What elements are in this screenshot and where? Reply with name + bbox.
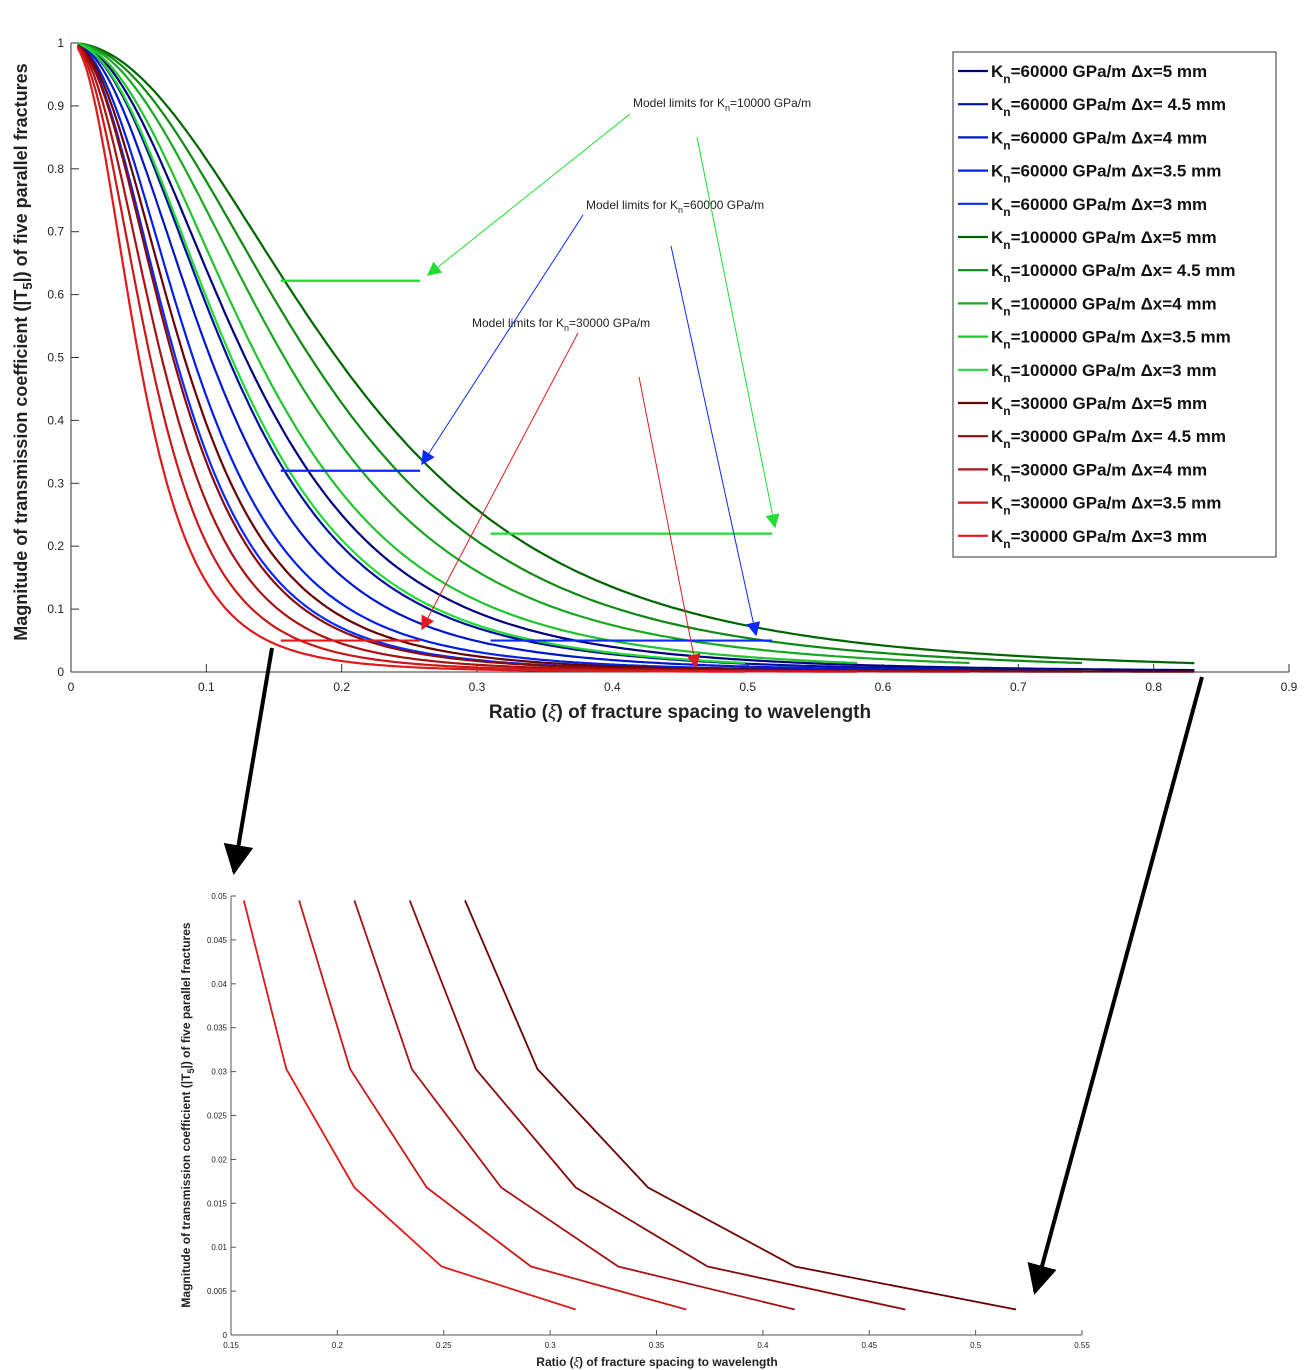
annotation-arrow-green-1: [426, 113, 631, 276]
legend-entry-label: Kn=100000 GPa/m Δx=3.5 mm: [991, 328, 1231, 352]
inset-y-tick-label: 0.005: [207, 1287, 228, 1296]
main-y-tick-label: 0.1: [47, 602, 64, 616]
main-y-tick-label: 0: [57, 665, 64, 679]
inset-x-tick-label: 0.45: [861, 1341, 877, 1350]
inset-y-tick-label: 0.05: [211, 892, 227, 901]
legend-entry-label: Kn=60000 GPa/m Δx=5 mm: [991, 62, 1207, 86]
main-y-tick-label: 1: [57, 36, 64, 50]
inset-y-tick-label: 0.04: [211, 980, 227, 989]
inset-x-tick-label: 0.15: [223, 1341, 239, 1350]
main-x-tick-label: 0.9: [1281, 680, 1298, 694]
main-chart-series: [76, 42, 1195, 673]
inset-x-tick-label: 0.55: [1074, 1341, 1090, 1350]
inset-y-tick-label: 0.015: [207, 1199, 228, 1208]
inset-x-tick-label: 0.3: [545, 1341, 557, 1350]
legend-entry-label: Kn=60000 GPa/m Δx= 4.5 mm: [991, 95, 1226, 119]
main-y-tick-label: 0.6: [47, 288, 64, 302]
annotation-red: Model limits for Kn=30000 GPa/m: [472, 316, 650, 333]
main-x-tick-label: 0.6: [875, 680, 892, 694]
inset-x-tick-label: 0.4: [757, 1341, 769, 1350]
legend-box: [952, 51, 1277, 558]
main-y-tick-label: 0.5: [47, 351, 64, 365]
inset-x-tick-label: 0.2: [332, 1341, 344, 1350]
main-x-tick-label: 0.1: [198, 680, 215, 694]
main-x-tick-label: 0.4: [604, 680, 621, 694]
series-line-14: [76, 47, 745, 673]
series-line-2: [77, 43, 970, 672]
series-line-6: [77, 42, 1082, 665]
inset-x-tick-label: 0.25: [436, 1341, 452, 1350]
inset-series-line-2: [353, 900, 796, 1311]
annotation-blue: Model limits for Kn=60000 GPa/m: [586, 198, 764, 215]
zoom-arrow-left: [223, 647, 274, 875]
series-line-0: [77, 42, 1195, 672]
inset-y-tick-label: 0.02: [211, 1155, 227, 1164]
legend-entry-label: Kn=30000 GPa/m Δx=3.5 mm: [991, 494, 1221, 518]
legend-entry-label: Kn=60000 GPa/m Δx=4 mm: [991, 128, 1207, 152]
series-line-5: [77, 42, 1195, 665]
main-y-axis-label: Magnitude of transmission coefficient (|…: [11, 63, 35, 640]
annotation-group: Model limits for Kn=10000 GPa/m Model li…: [421, 96, 811, 669]
main-chart-axes: 0 0.1 0.2 0.3 0.4 0.5 0.6 0.7 0.8 0.9 0 0.1 0.2 0.3 0.…: [47, 36, 1297, 694]
annotation-green: Model limits for Kn=10000 GPa/m: [633, 96, 811, 113]
inset-y-axis-label: Magnitude of transmission coefficient (|…: [179, 922, 196, 1307]
inset-chart-series: [242, 900, 1017, 1311]
inset-x-tick-label: 0.5: [970, 1341, 982, 1350]
legend-entry-label: Kn=100000 GPa/m Δx=3 mm: [991, 361, 1217, 385]
legend-entry-label: Kn=60000 GPa/m Δx=3 mm: [991, 195, 1207, 219]
inset-y-tick-label: 0.01: [211, 1243, 227, 1252]
series-line-1: [77, 42, 1082, 672]
main-y-tick-label: 0.2: [47, 539, 64, 553]
zoom-arrow-right: [1027, 676, 1204, 1295]
main-legend: Kn=60000 GPa/m Δx=5 mm Kn=60000 GPa/m Δx=…: [952, 51, 1277, 558]
legend-entry-label: Kn=60000 GPa/m Δx=3.5 mm: [991, 162, 1221, 186]
main-y-tick-label: 0.3: [47, 476, 64, 490]
legend-entry-label: Kn=100000 GPa/m Δx=4 mm: [991, 294, 1217, 318]
inset-series-line-4: [464, 900, 1017, 1311]
inset-y-tick-label: 0.03: [211, 1068, 227, 1077]
inset-series-line-1: [298, 900, 687, 1311]
model-limit-lines: [280, 279, 773, 642]
legend-entry-label: Kn=100000 GPa/m Δx= 4.5 mm: [991, 261, 1236, 285]
annotation-arrow-blue-2: [670, 245, 761, 637]
series-line-3: [77, 43, 858, 672]
inset-x-axis-label: Ratio (ξ) of fracture spacing to wavelen…: [536, 1355, 777, 1369]
inset-y-tick-label: 0.035: [207, 1024, 228, 1033]
inset-series-line-0: [242, 900, 576, 1311]
legend-entry-label: Kn=30000 GPa/m Δx=4 mm: [991, 460, 1207, 484]
main-x-tick-label: 0.3: [469, 680, 486, 694]
annotation-arrow-red-2: [638, 376, 701, 669]
series-line-13: [76, 46, 858, 673]
series-line-7: [77, 42, 970, 665]
series-line-9: [77, 42, 746, 664]
main-y-tick-label: 0.7: [47, 225, 64, 239]
main-x-tick-label: 0.2: [333, 680, 350, 694]
inset-chart-axes: 0.15 0.2 0.25 0.3 0.35 0.4 0.45 0.5 0.55 0 0.005 0.…: [207, 892, 1090, 1350]
inset-y-tick-label: 0.025: [207, 1112, 228, 1121]
inset-x-tick-label: 0.35: [649, 1341, 665, 1350]
legend-entry-label: Kn=100000 GPa/m Δx=5 mm: [991, 228, 1217, 252]
legend-entry-label: Kn=30000 GPa/m Δx=3 mm: [991, 527, 1207, 551]
inset-y-tick-label: 0: [223, 1331, 228, 1340]
main-x-tick-label: 0: [68, 680, 75, 694]
main-y-tick-label: 0.4: [47, 413, 64, 427]
main-x-axis-label: Ratio (ξ) of fracture spacing to wavelen…: [489, 702, 871, 723]
main-y-tick-label: 0.8: [47, 162, 64, 176]
annotation-arrow-green-2: [696, 136, 780, 529]
legend-entry-label: Kn=30000 GPa/m Δx= 4.5 mm: [991, 427, 1226, 451]
inset-y-tick-label: 0.045: [207, 936, 228, 945]
annotation-arrow-blue-1: [421, 214, 584, 466]
main-x-tick-label: 0.8: [1145, 680, 1162, 694]
main-x-tick-label: 0.5: [739, 680, 756, 694]
main-y-tick-label: 0.9: [47, 99, 64, 113]
inset-series-line-3: [408, 900, 906, 1311]
main-x-tick-label: 0.7: [1010, 680, 1027, 694]
legend-entry-label: Kn=30000 GPa/m Δx=5 mm: [991, 394, 1207, 418]
series-line-8: [77, 42, 858, 665]
annotation-arrow-red-1: [421, 332, 579, 631]
